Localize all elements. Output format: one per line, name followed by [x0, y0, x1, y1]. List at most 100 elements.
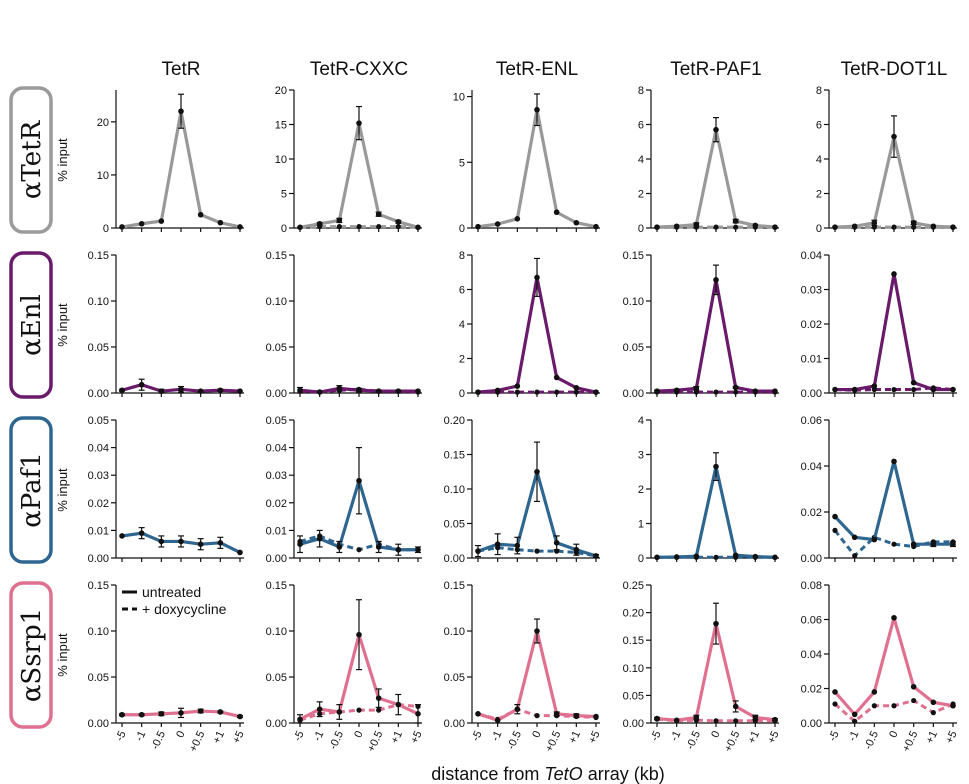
point-doxycycline — [891, 386, 897, 393]
series-untreated-line — [656, 128, 776, 229]
point-untreated — [593, 389, 599, 395]
column-title-tetr-dot1l: TetR-DOT1L — [841, 59, 948, 80]
row-box-tetr — [9, 86, 53, 234]
point-untreated — [316, 706, 323, 712]
point-untreated — [119, 711, 125, 718]
y-tick-label: 8 — [638, 85, 644, 97]
x-tick-label: -0.5 — [327, 729, 346, 751]
point-untreated — [119, 224, 125, 230]
point-untreated — [713, 620, 719, 627]
row-box-ssrp1 — [9, 581, 53, 729]
point-untreated — [178, 108, 184, 115]
point-untreated — [593, 223, 599, 230]
point-untreated — [553, 374, 560, 381]
y-axis-label: % input — [55, 303, 70, 347]
point-untreated — [494, 387, 501, 394]
point-doxycycline — [376, 224, 382, 230]
x-tick-label: +1 — [746, 729, 762, 745]
point-doxycycline — [395, 224, 401, 230]
y-tick-label: 0.15 — [444, 450, 465, 462]
point-untreated — [891, 133, 897, 140]
point-untreated — [316, 221, 323, 227]
y-tick-label: 0.02 — [801, 684, 822, 696]
x-tick-label: +1 — [389, 729, 405, 745]
y-tick-label: 0.00 — [444, 553, 465, 565]
point-untreated — [752, 553, 759, 560]
point-untreated — [930, 699, 937, 706]
point-untreated — [732, 218, 739, 224]
point-untreated — [514, 216, 521, 222]
x-tick-label: -0.5 — [149, 729, 168, 751]
point-doxycycline — [911, 386, 917, 393]
point-untreated — [930, 386, 937, 393]
y-tick-label: 0 — [638, 223, 644, 235]
y-tick-label: 0 — [459, 388, 465, 400]
point-untreated — [138, 711, 145, 718]
point-untreated — [851, 386, 858, 393]
y-tick-label: 5 — [459, 157, 465, 169]
y-tick-label: 6 — [638, 120, 644, 132]
x-tick-label: +1 — [211, 729, 227, 745]
point-untreated — [732, 552, 739, 559]
point-untreated — [514, 383, 521, 389]
point-untreated — [930, 223, 937, 230]
point-untreated — [553, 540, 560, 546]
y-tick-label: 0.10 — [623, 296, 644, 308]
point-untreated — [752, 388, 759, 394]
x-tick-label: 0 — [530, 729, 543, 740]
y-tick-label: 2 — [638, 189, 644, 201]
x-tick-label: +5 — [766, 729, 782, 745]
point-untreated — [910, 683, 917, 690]
point-untreated — [237, 224, 243, 230]
point-untreated — [534, 468, 540, 475]
y-tick-label: 0.10 — [88, 296, 109, 308]
y-tick-label: 0 — [638, 553, 644, 565]
y-tick-label: 0.00 — [444, 718, 465, 730]
y-tick-label: 0 — [816, 223, 822, 235]
point-untreated — [871, 220, 878, 226]
point-doxycycline — [911, 224, 917, 230]
point-doxycycline — [733, 389, 739, 395]
point-untreated — [871, 536, 878, 543]
point-untreated — [910, 379, 917, 386]
panel-enl-tetr-enl: 0 2 4 6 8 — [459, 250, 600, 400]
x-tick-label: -1 — [311, 729, 326, 743]
point-doxycycline — [534, 389, 540, 395]
column-title-tetr-enl: TetR-ENL — [496, 59, 578, 80]
point-untreated — [910, 220, 917, 226]
y-tick-label: 0.04 — [801, 461, 822, 473]
point-untreated — [217, 540, 224, 546]
point-untreated — [752, 714, 759, 721]
point-untreated — [673, 387, 680, 394]
point-untreated — [573, 712, 580, 719]
point-untreated — [138, 381, 145, 388]
x-tick-label: 0 — [352, 729, 365, 740]
series-untreated-line — [477, 629, 597, 722]
point-untreated — [158, 388, 165, 394]
x-axis-label-suffix: array (kb) — [583, 764, 665, 784]
panel-tetr-tetr-enl: 0 5 10 — [453, 90, 600, 235]
y-tick-label: 0.00 — [801, 553, 822, 565]
y-tick-label: 6 — [816, 120, 822, 132]
point-untreated — [217, 709, 224, 715]
point-untreated — [832, 386, 838, 393]
y-tick-label: 4 — [816, 154, 822, 166]
panel-ssrp1-tetr: 0.00 0.05 0.10 0.15 -5 -1 -0.5 0 +0.5 +1 +5 — [88, 580, 247, 754]
point-untreated — [395, 388, 402, 394]
point-untreated — [415, 546, 421, 553]
point-untreated — [772, 224, 778, 230]
y-tick-label: 0.01 — [801, 354, 822, 366]
y-tick-label: 4 — [459, 319, 465, 331]
y-tick-label: 0.05 — [444, 672, 465, 684]
x-tick-label: -1 — [133, 729, 148, 743]
point-untreated — [772, 554, 778, 561]
y-tick-label: 0.05 — [88, 672, 109, 684]
y-tick-label: 0.25 — [623, 580, 644, 592]
point-untreated — [693, 553, 700, 560]
point-doxycycline — [713, 224, 719, 230]
y-tick-label: 15 — [275, 120, 287, 132]
point-untreated — [297, 541, 303, 547]
point-untreated — [475, 548, 481, 554]
x-tick-label: -5 — [114, 729, 129, 743]
y-tick-label: 0.03 — [266, 470, 287, 482]
